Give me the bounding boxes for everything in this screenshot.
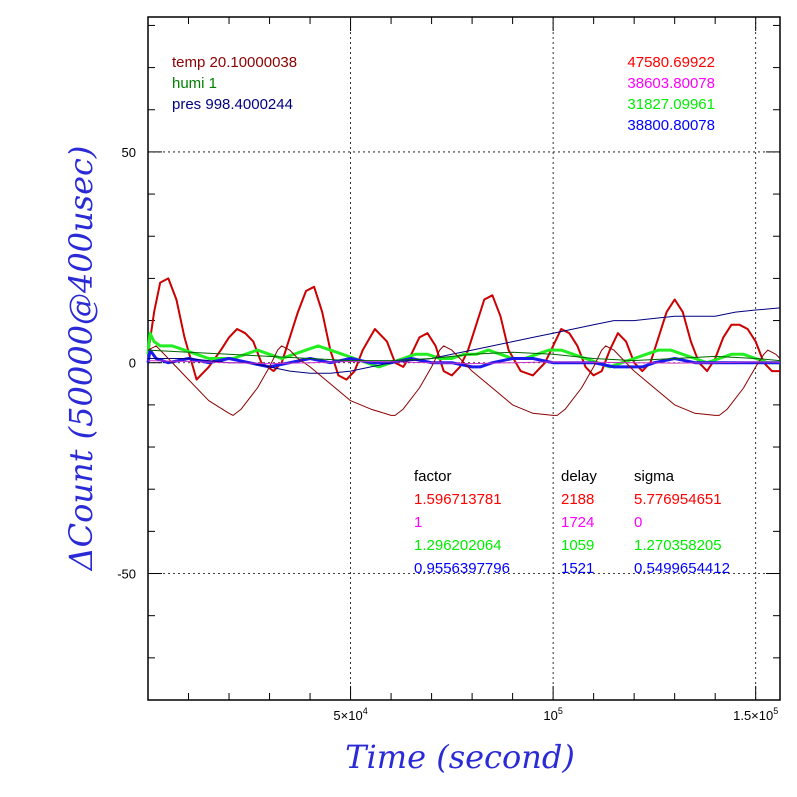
fit-table-cell: 1724 [561,514,594,531]
x-tick-label: 5×104 [333,706,367,723]
env-label: humi 1 [172,75,217,92]
fit-table-cell: 1.296202064 [414,537,502,554]
fit-table-cell: 1 [414,514,422,531]
reference-value: 38800.80078 [627,117,715,134]
series-line-7 [147,360,781,365]
fit-table-header: sigma [634,468,675,485]
series-line-6 [147,349,781,362]
fit-table-cell: 1521 [561,560,594,577]
fit-table-cell: 0.5499654412 [634,560,730,577]
fit-table-cell: 0.9556397796 [414,560,510,577]
reference-value: 38603.80078 [627,75,715,92]
axis-ticks [148,17,780,700]
x-tick-label: 1.5×105 [733,706,778,723]
reference-value: 31827.09961 [627,96,715,113]
fit-table-cell: 1.270358205 [634,537,722,554]
annotations: temp 20.10000038 humi 1 pres 998.4000244 47… [172,54,730,577]
fit-table-cell: 2188 [561,491,594,508]
x-axis-title: Time (second) [345,738,575,776]
y-axis-title: ΔCount (50000@400usec) [62,146,100,573]
y-tick-label: 0 [129,356,136,371]
series-line-5 [147,345,781,416]
tick-labels: 5×104 105 1.5×105 50 0 -50 [117,145,778,723]
series-group [146,277,781,416]
env-label: pres 998.4000244 [172,96,293,113]
fit-table-cell: 0 [634,514,642,531]
series-line-3 [146,348,780,369]
y-tick-label: 50 [122,145,136,160]
env-label: temp 20.10000038 [172,54,297,71]
fit-table-cell: 1.596713781 [414,491,502,508]
fit-table-cell: 5.776954651 [634,491,722,508]
x-tick-label: 105 [543,706,562,723]
series-line-1 [147,277,780,381]
reference-value: 47580.69922 [627,54,715,71]
fit-table-header: factor [414,468,452,485]
fit-table-cell: 1059 [561,537,594,554]
fit-table-header: delay [561,468,597,485]
y-tick-label: -50 [117,567,136,582]
